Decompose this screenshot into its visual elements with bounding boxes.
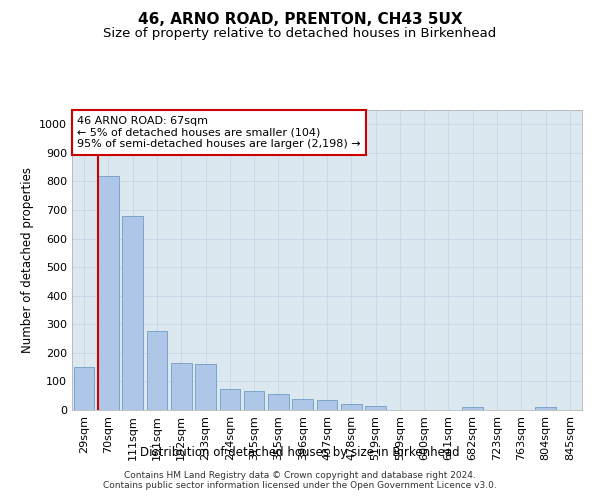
Bar	[74, 367, 94, 410]
Y-axis label: Number of detached properties: Number of detached properties	[20, 167, 34, 353]
Bar	[463, 407, 483, 410]
Bar	[146, 332, 167, 410]
Bar	[341, 404, 362, 410]
Bar	[220, 388, 240, 410]
Bar	[98, 176, 119, 410]
Text: Size of property relative to detached houses in Birkenhead: Size of property relative to detached ho…	[103, 28, 497, 40]
Bar	[171, 363, 191, 410]
Bar	[292, 398, 313, 410]
Bar	[244, 392, 265, 410]
Bar	[122, 216, 143, 410]
Bar	[365, 406, 386, 410]
Bar	[535, 407, 556, 410]
Text: Distribution of detached houses by size in Birkenhead: Distribution of detached houses by size …	[140, 446, 460, 459]
Text: 46 ARNO ROAD: 67sqm
← 5% of detached houses are smaller (104)
95% of semi-detach: 46 ARNO ROAD: 67sqm ← 5% of detached hou…	[77, 116, 361, 149]
Bar	[195, 364, 216, 410]
Text: 46, ARNO ROAD, PRENTON, CH43 5UX: 46, ARNO ROAD, PRENTON, CH43 5UX	[137, 12, 463, 28]
Bar	[268, 394, 289, 410]
Text: Contains HM Land Registry data © Crown copyright and database right 2024.
Contai: Contains HM Land Registry data © Crown c…	[103, 470, 497, 490]
Bar	[317, 400, 337, 410]
